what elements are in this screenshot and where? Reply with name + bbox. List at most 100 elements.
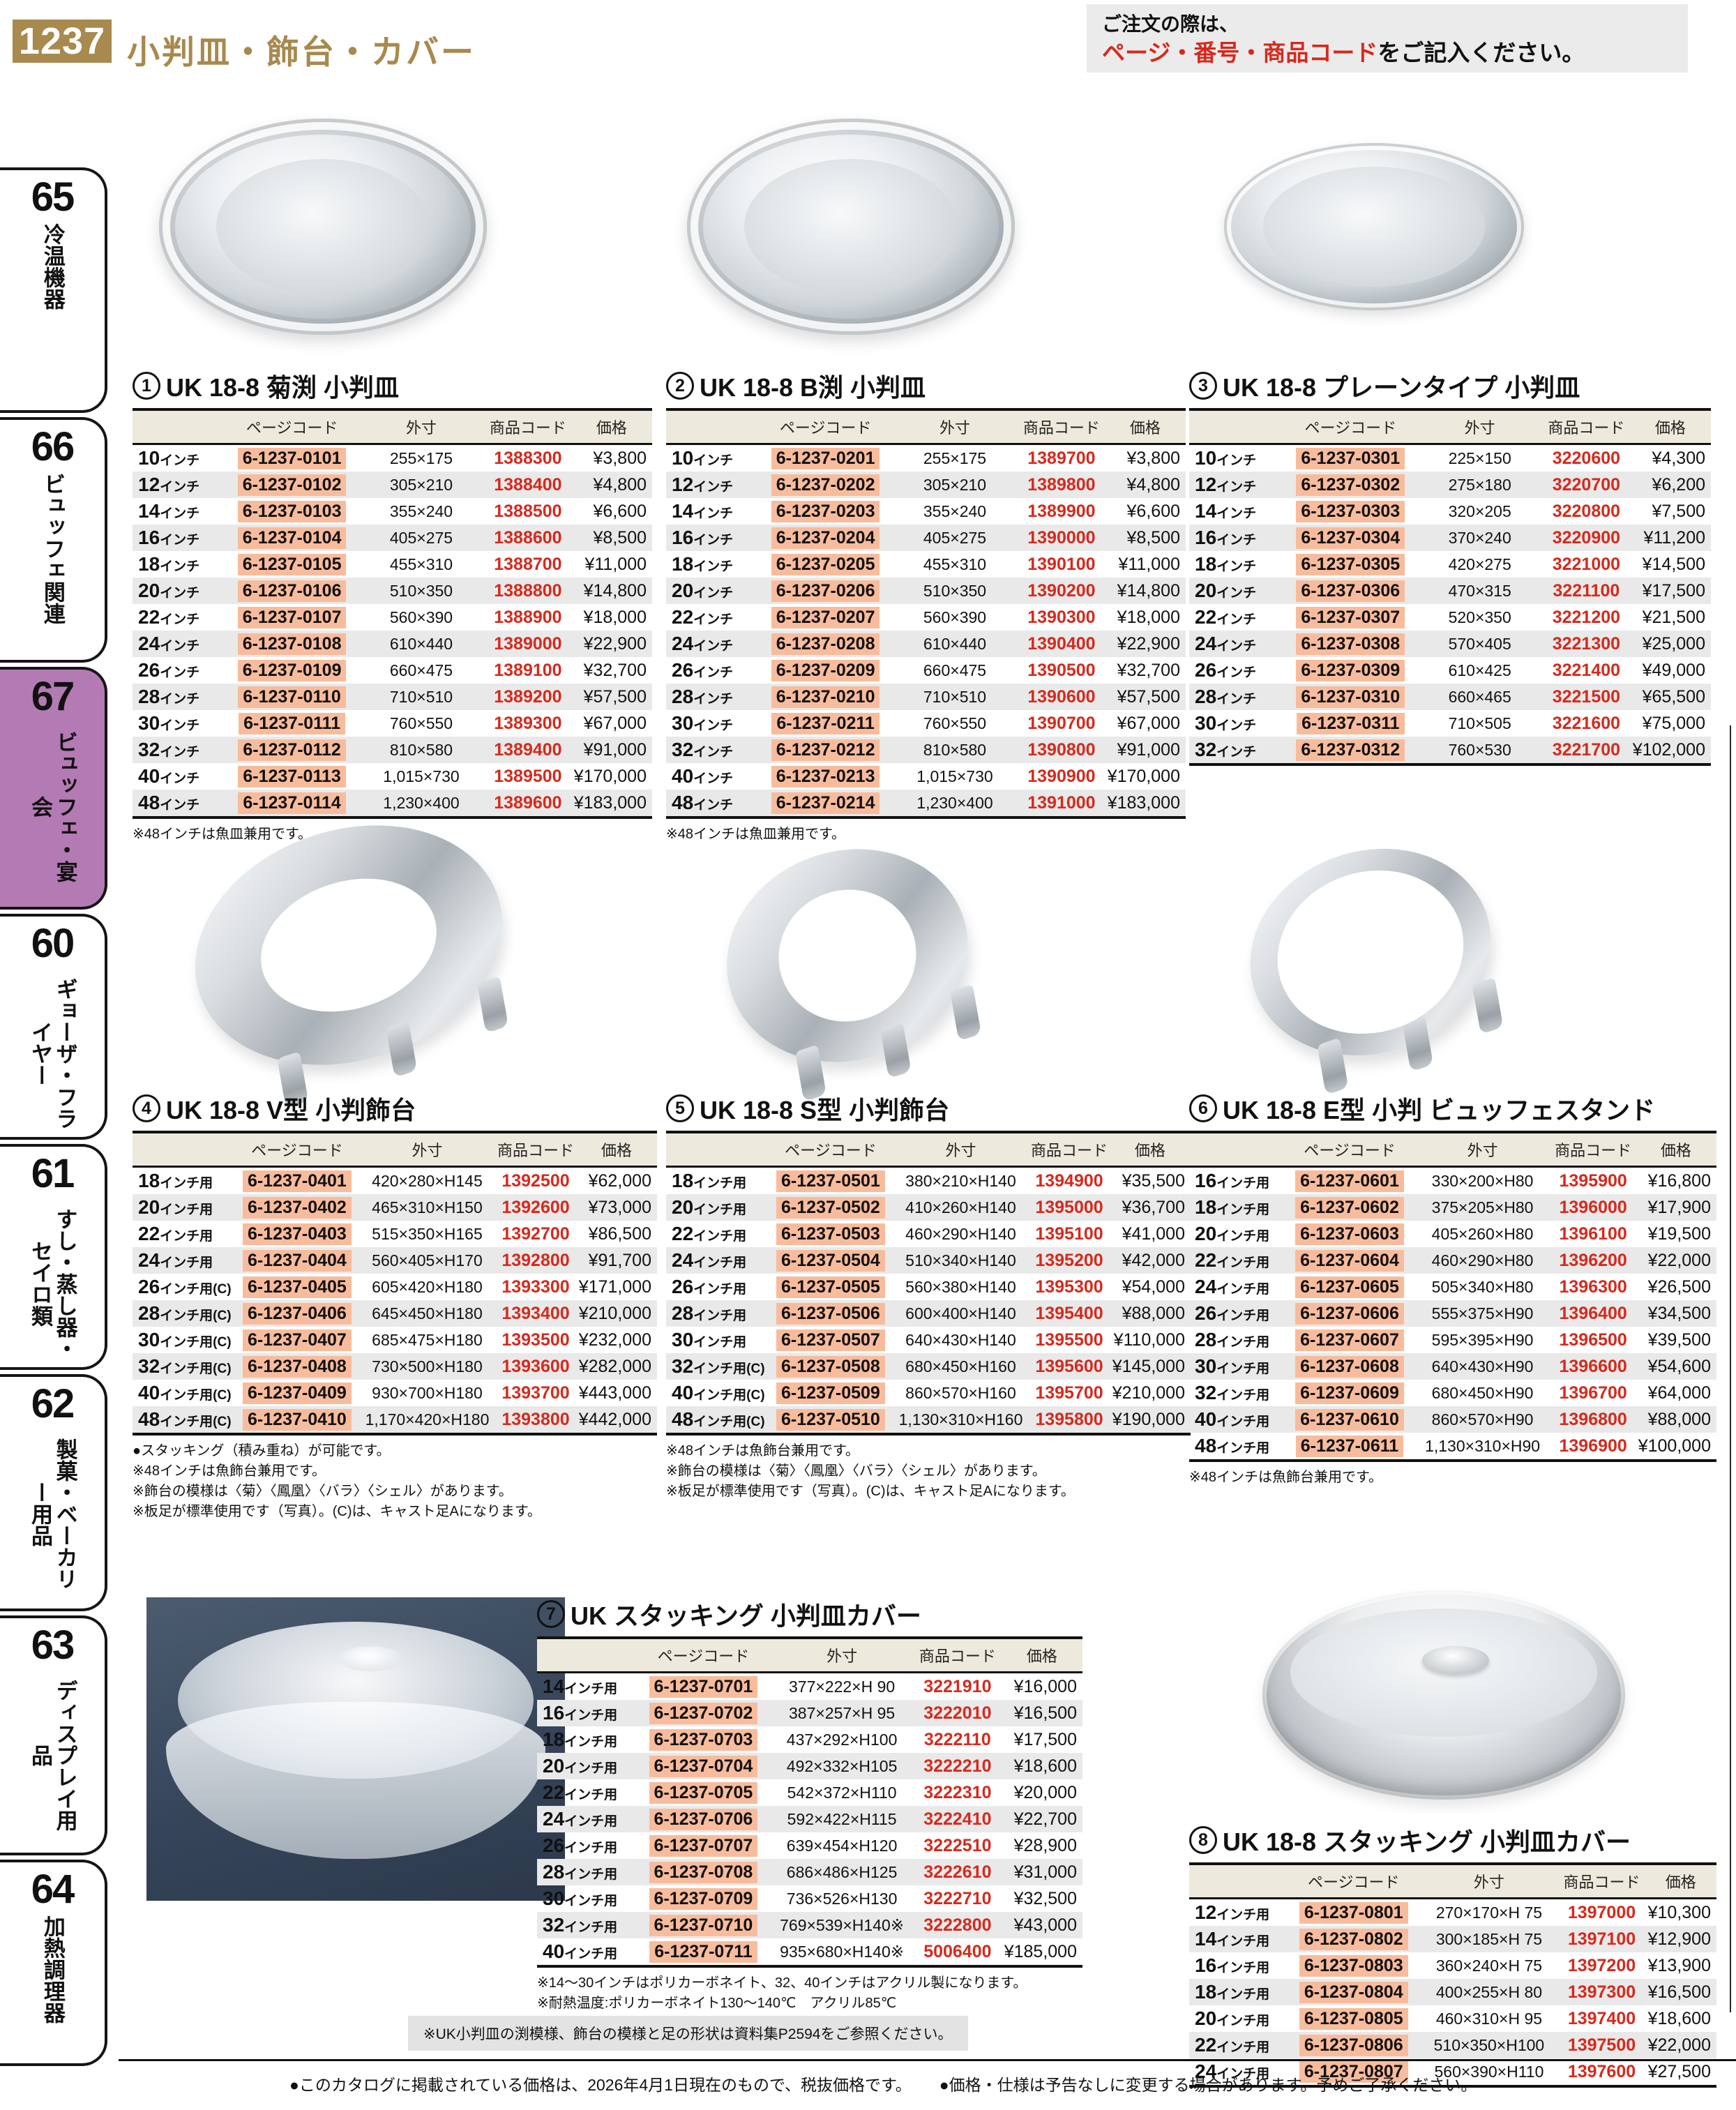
page-code-cell: 6-1237-0601 [1285, 1167, 1414, 1195]
table-row: 48インチ用(C) 6-1237-0510 1,130×310×H160 139580… [666, 1406, 1191, 1434]
item-code-cell: 1389700 [1027, 448, 1096, 468]
sidebar-tab-label: ギョーザ・フライヤー [28, 977, 77, 1129]
page-code: 6-1237-0611 [1295, 1435, 1404, 1457]
price-cell: ¥14,800 [583, 580, 647, 601]
column-header: 外寸 [770, 1638, 914, 1673]
page-code: 6-1237-0404 [243, 1249, 352, 1272]
size-cell: 22インチ用 [138, 1223, 213, 1244]
size-cell: 32インチ用(C) [672, 1355, 765, 1377]
table-row: 40インチ用(C) 6-1237-0409 930×700×H180 1393700 ¥… [133, 1380, 657, 1406]
price-cell: ¥171,000 [578, 1276, 651, 1297]
page-code: 6-1237-0507 [776, 1329, 885, 1351]
page-code: 6-1237-0709 [649, 1887, 758, 1910]
product-table: ページコード 外寸 商品コード 価格 18インチ用 6-1237-0501 380×210×… [666, 1131, 1191, 1435]
dimensions-cell: 935×680×H140※ [780, 1942, 905, 1961]
table-row: 28インチ 6-1237-0210 710×510 1390600 ¥57,500 [666, 684, 1186, 710]
product-section-1: 1 UK 18-8 菊渕 小判皿 ページコード 外寸 商品コード 価格 10インチ 6-12… [133, 368, 652, 845]
page-code-cell: 6-1237-0306 [1284, 578, 1417, 604]
product-number-badge: 1 [133, 372, 160, 400]
size-cell: 22インチ用 [1195, 1249, 1270, 1271]
dimensions-cell: 769×539×H140※ [780, 1915, 905, 1934]
item-code-cell: 3221500 [1552, 686, 1621, 707]
column-header: 外寸 [1417, 409, 1543, 445]
size-cell: 40インチ [138, 765, 200, 787]
dimensions-cell: 660×475 [923, 661, 987, 679]
column-header: 価格 [1645, 1864, 1716, 1899]
sidebar: 65 冷温機器 66 ビュッフェ関連 67 ビュッフェ・宴会 60 ギョーザ・フライヤー 61 す… [0, 167, 107, 2070]
product-table: ページコード 外寸 商品コード 価格 10インチ 6-1237-0101 255×175 13… [133, 408, 652, 819]
price-cell: ¥32,700 [1117, 660, 1180, 680]
dimensions-cell: 320×205 [1448, 502, 1511, 520]
page-code-cell: 6-1237-0310 [1284, 684, 1417, 710]
product-photo-plain-plate [1217, 112, 1531, 342]
page-code: 6-1237-0501 [776, 1170, 885, 1192]
dimensions-cell: 610×425 [1448, 661, 1511, 679]
size-cell: 28インチ用 [672, 1302, 747, 1324]
page-title: 小判皿・飾台・カバー [127, 33, 476, 70]
page-code: 6-1237-0310 [1296, 686, 1405, 708]
dimensions-cell: 570×405 [1448, 634, 1511, 653]
dimensions-cell: 375×205×H80 [1431, 1198, 1534, 1216]
table-row: 18インチ用 6-1237-0804 400×255×H 80 1397300 ¥16,… [1189, 1979, 1716, 2005]
table-row: 40インチ用(C) 6-1237-0509 860×570×H160 1395700 ¥… [666, 1380, 1191, 1406]
page-code-cell: 6-1237-0710 [637, 1912, 770, 1938]
page-code-cell: 6-1237-0410 [235, 1406, 358, 1434]
price-cell: ¥170,000 [1107, 766, 1180, 786]
dimensions-cell: 405×275 [923, 528, 987, 547]
item-code-cell: 1396900 [1559, 1435, 1627, 1456]
table-row: 26インチ用(C) 6-1237-0405 605×420×H180 1393300 ¥… [133, 1274, 657, 1300]
item-code-cell: 1395800 [1035, 1409, 1103, 1429]
dimensions-cell: 685×475×H180 [372, 1330, 483, 1349]
page-code: 6-1237-0510 [776, 1408, 885, 1431]
price-cell: ¥18,600 [1647, 2008, 1711, 2028]
order-note-keywords: ページ・番号・商品コード [1102, 39, 1378, 66]
sidebar-tab-label: 冷温機器 [40, 223, 65, 310]
oval-plate-image [158, 119, 487, 335]
price-cell: ¥232,000 [578, 1329, 651, 1350]
item-code-cell: 1396000 [1559, 1197, 1627, 1217]
price-cell: ¥43,000 [1013, 1915, 1077, 1935]
price-cell: ¥11,200 [1643, 527, 1705, 548]
page-code-cell: 6-1237-0702 [637, 1700, 770, 1726]
page-code-cell: 6-1237-0307 [1284, 604, 1417, 631]
sidebar-tab-63: 63 ディスプレイ用品 [0, 1615, 107, 1855]
size-cell: 12インチ [1195, 474, 1257, 495]
page-code: 6-1237-0208 [771, 633, 880, 655]
product-notes: ※48インチは魚飾台兼用です。 [1189, 1468, 1716, 1488]
page-code-cell: 6-1237-0502 [769, 1194, 892, 1221]
table-row: 40インチ 6-1237-0213 1,015×730 1390900 ¥170,000 [666, 763, 1186, 790]
dimensions-cell: 736×526×H130 [786, 1889, 898, 1908]
size-cell: 22インチ [1195, 606, 1257, 628]
product-number-badge: 6 [1189, 1094, 1217, 1122]
page-code: 6-1237-0309 [1296, 659, 1405, 681]
page-code: 6-1237-0506 [776, 1302, 885, 1325]
page-code: 6-1237-0701 [649, 1675, 758, 1698]
page-code: 6-1237-0110 [238, 686, 346, 708]
footer-divider [119, 2059, 1736, 2061]
dimensions-cell: 455×310 [389, 555, 453, 573]
dimensions-cell: 860×570×H160 [905, 1383, 1016, 1402]
item-code-cell: 5006400 [923, 1941, 992, 1961]
product-title: 5 UK 18-8 S型 小判飾台 [666, 1090, 1191, 1126]
table-row: 30インチ用 6-1237-0608 640×430×H90 1396600 ¥54,6… [1189, 1353, 1716, 1380]
page-code: 6-1237-0212 [771, 739, 880, 761]
sidebar-tab-number: 66 [31, 424, 75, 469]
table-row: 16インチ用 6-1237-0803 360×240×H 75 1397200 ¥13,… [1189, 1952, 1716, 1979]
size-cell: 14インチ [672, 500, 734, 522]
table-row: 18インチ 6-1237-0305 420×275 3221000 ¥14,500 [1189, 551, 1711, 578]
item-code-cell: 3222010 [923, 1703, 992, 1723]
price-cell: ¥102,000 [1632, 739, 1705, 760]
table-row: 28インチ用 6-1237-0607 595×395×H90 1396500 ¥39,5… [1189, 1327, 1716, 1353]
page-code: 6-1237-0410 [243, 1408, 352, 1431]
dimensions-cell: 465×310×H150 [372, 1198, 483, 1216]
table-row: 14インチ 6-1237-0203 355×240 1389900 ¥6,600 [666, 498, 1186, 525]
product-section-7: 7 UK スタッキング 小判皿カバー ページコード 外寸 商品コード 価格 14インチ用 6… [537, 1596, 1082, 2014]
price-cell: ¥3,800 [1126, 448, 1180, 468]
product-number-badge: 8 [1189, 1826, 1217, 1854]
price-cell: ¥91,700 [588, 1250, 651, 1270]
product-table: ページコード 外寸 商品コード 価格 16インチ用 6-1237-0601 330×200×… [1189, 1131, 1716, 1462]
page-code-cell: 6-1237-0212 [760, 737, 891, 763]
page-code-cell: 6-1237-0505 [769, 1274, 892, 1300]
price-cell: ¥22,900 [1117, 633, 1180, 654]
price-cell: ¥88,000 [1647, 1409, 1711, 1429]
